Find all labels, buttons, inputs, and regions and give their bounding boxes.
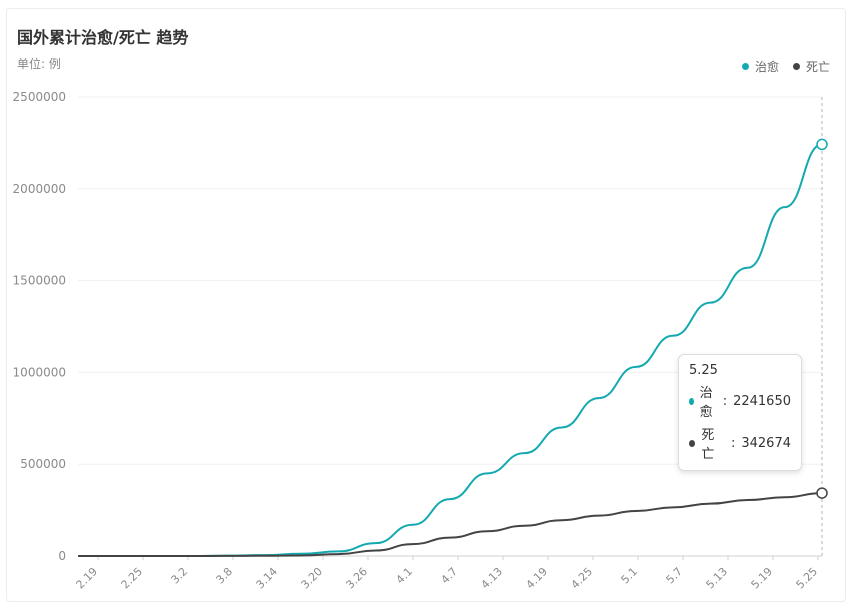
tooltip-date: 5.25 [689,363,718,378]
x-tick-label: 3.2 [169,565,191,587]
legend-item-cured[interactable]: 治愈 [741,58,779,75]
x-tick-label: 4.1 [394,565,416,587]
y-tick-label: 2500000 [13,90,66,104]
x-tick-label: 5.1 [619,565,641,587]
x-tick-label: 5.7 [664,565,686,587]
series-end-point-1[interactable] [816,487,828,499]
tooltip-dot-death [689,439,696,447]
tooltip-value-cured: 2241650 [733,393,791,409]
x-tick-label: 3.8 [214,565,236,587]
x-tick-label: 3.14 [254,565,281,592]
tooltip-name-cured: 治愈 [699,386,713,420]
chart-title: 国外累计治愈/死亡 趋势 [17,28,189,47]
x-tick-label: 3.26 [344,565,371,592]
x-tick-label: 2.19 [74,565,101,592]
chart-subtitle: 单位: 例 [17,57,61,71]
legend-label-cured: 治愈 [754,60,779,74]
y-tick-label: 500000 [20,457,66,471]
y-tick-label: 2000000 [13,182,66,196]
x-tick-label: 3.20 [299,565,326,592]
tooltip-value-death: 342674 [741,435,791,451]
series-end-point-0[interactable] [816,138,828,151]
legend-label-death: 死亡 [805,60,830,74]
x-tick-label: 5.19 [749,565,776,592]
x-tick-label: 2.25 [119,565,146,592]
x-tick-label: 4.19 [524,565,551,592]
x-tick-label: 5.13 [704,565,731,592]
series-line-1 [78,492,823,557]
y-tick-label: 1500000 [13,274,66,288]
x-tick-label: 4.25 [569,565,596,592]
x-tick-label: 4.13 [479,565,506,592]
y-tick-label: 1000000 [13,365,66,379]
tooltip-row-cured: 治愈: 2241650 [689,382,791,420]
tooltip-name-death: 死亡 [701,428,715,462]
x-tick-label: 4.7 [439,565,461,587]
tooltip: 5.25 治愈: 2241650 死亡: 342674 [678,354,802,471]
y-tick-label: 0 [58,549,66,563]
x-tick-label: 5.25 [794,565,821,592]
legend-item-death[interactable]: 死亡 [792,58,830,75]
tooltip-row-death: 死亡: 342674 [689,424,791,462]
tooltip-dot-cured [689,397,694,405]
series-line-0 [78,143,823,557]
legend-dot-cured [741,63,749,70]
legend: 治愈 死亡 [741,58,830,75]
legend-dot-death [792,63,800,70]
